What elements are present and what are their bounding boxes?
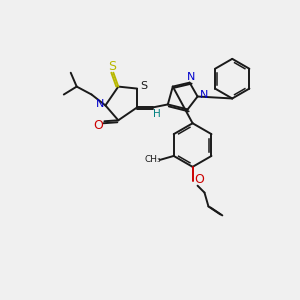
Text: N: N	[96, 99, 105, 110]
Text: CH₃: CH₃	[145, 155, 161, 164]
Text: S: S	[108, 60, 116, 73]
Text: O: O	[94, 119, 103, 132]
Text: O: O	[195, 173, 205, 186]
Text: N: N	[200, 89, 209, 100]
Text: N: N	[186, 72, 195, 82]
Text: S: S	[140, 81, 148, 91]
Text: H: H	[153, 109, 161, 119]
